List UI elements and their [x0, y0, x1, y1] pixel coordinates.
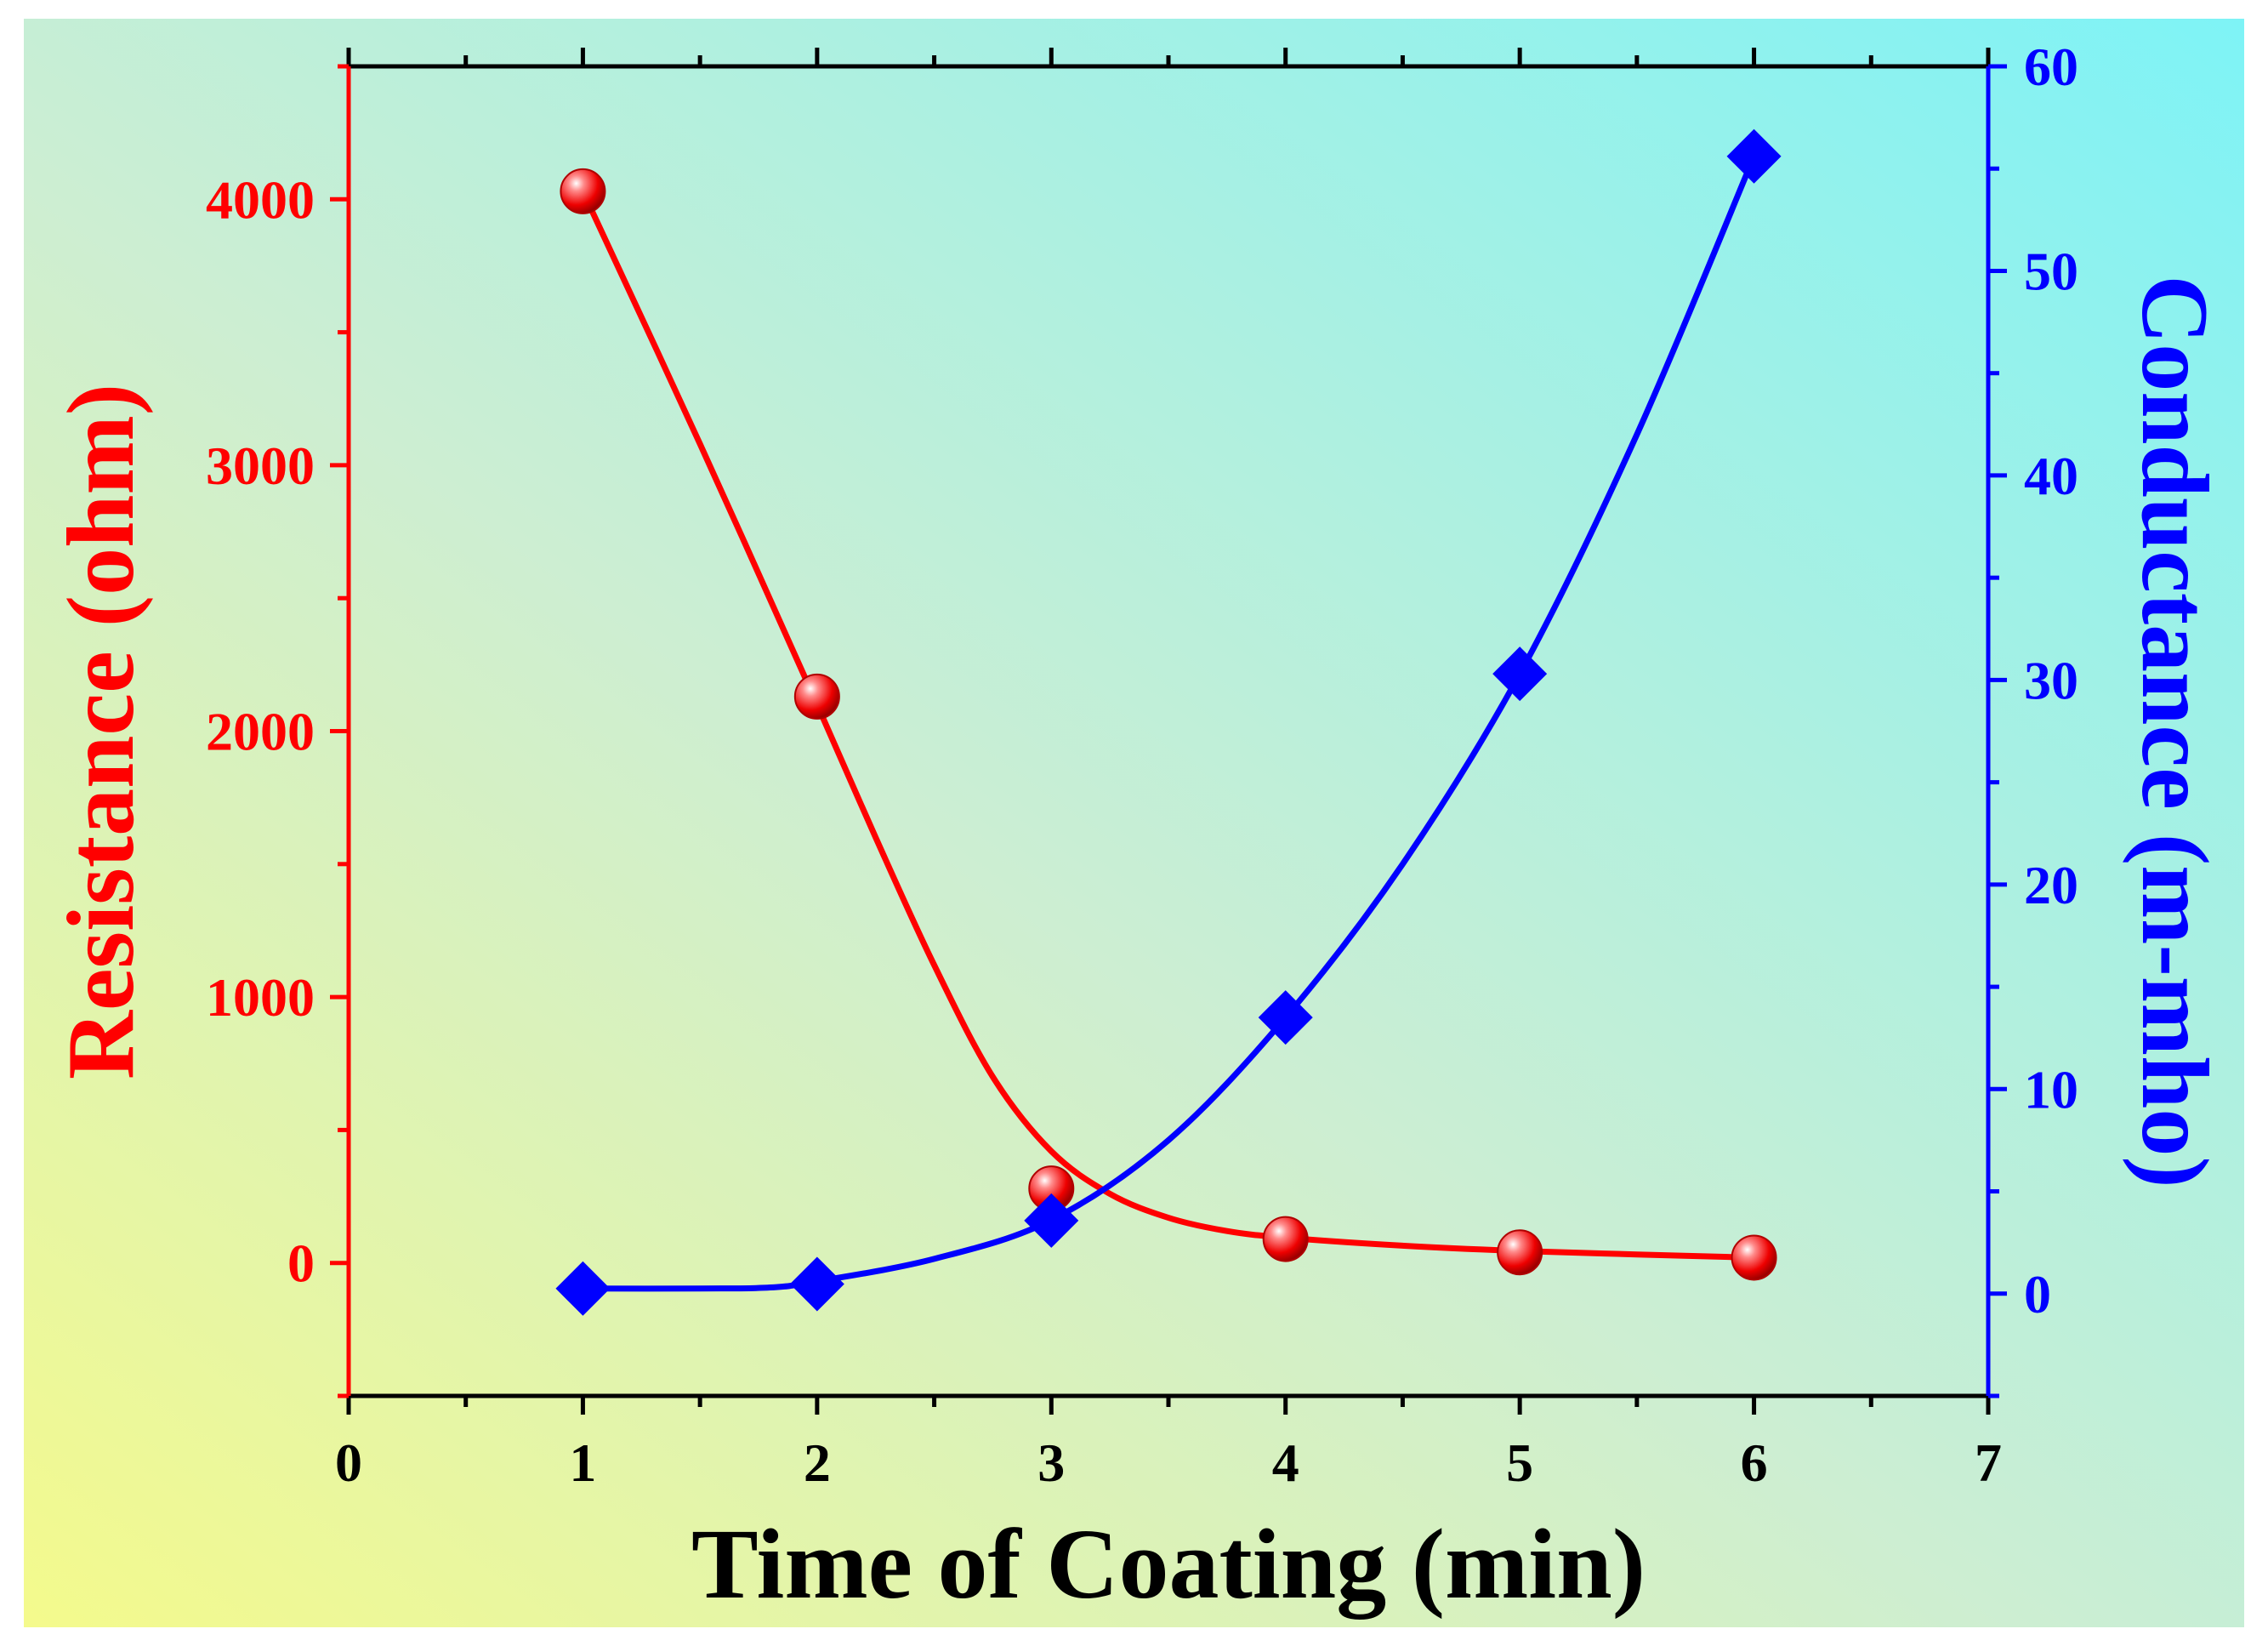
- x-tick-label: 7: [1975, 1432, 2002, 1493]
- resistance-point: [560, 168, 606, 214]
- resistance-point: [1262, 1216, 1309, 1262]
- right-y-tick-label: 40: [2024, 446, 2078, 506]
- left-y-tick-label: 3000: [206, 436, 315, 496]
- left-y-tick-label: 2000: [206, 702, 315, 762]
- right-y-tick-label: 10: [2024, 1059, 2078, 1119]
- right-y-axis-title: Conductance (m-mho): [2122, 275, 2227, 1188]
- right-y-tick-label: 50: [2024, 241, 2078, 301]
- x-tick-label: 4: [1272, 1432, 1299, 1493]
- x-tick-label: 2: [804, 1432, 831, 1493]
- conductance-point: [1024, 1193, 1079, 1248]
- conductance-point: [1258, 990, 1313, 1045]
- x-tick-label: 5: [1506, 1432, 1533, 1493]
- resistance-point: [1497, 1229, 1543, 1276]
- tick-labels: 0 1 2 3 4 5 6 7 0 1000 2000 3000 4000 0 10 20 30 40 50 60: [206, 37, 2078, 1493]
- chart-background: [24, 19, 2244, 1627]
- conductance-point: [1726, 128, 1782, 184]
- left-y-tick-label: 1000: [206, 967, 315, 1028]
- axis-ticks: [330, 48, 2007, 1415]
- right-y-tick-label: 20: [2024, 855, 2078, 915]
- conductance-point: [1492, 646, 1548, 702]
- right-y-tick-label: 60: [2024, 37, 2078, 97]
- x-tick-label: 6: [1741, 1432, 1768, 1493]
- conductance-fit-line: [583, 155, 1757, 1292]
- x-tick-label: 0: [335, 1432, 362, 1493]
- conductance-point: [555, 1261, 611, 1316]
- resistance-point: [1731, 1234, 1777, 1281]
- x-tick-label: 1: [569, 1432, 596, 1493]
- left-y-axis-title: Resistance (ohm): [48, 384, 154, 1079]
- conductance-point: [789, 1256, 844, 1312]
- left-y-tick-label: 0: [287, 1233, 315, 1294]
- x-tick-label: 3: [1037, 1432, 1065, 1493]
- x-axis-title: Time of Coating (min): [691, 1508, 1646, 1620]
- resistance-point: [793, 673, 840, 720]
- data-markers: [555, 128, 1782, 1316]
- right-y-tick-label: 0: [2024, 1264, 2051, 1324]
- right-y-tick-label: 30: [2024, 650, 2078, 710]
- resistance-fit-line: [580, 190, 1754, 1261]
- left-y-tick-label: 4000: [206, 169, 315, 230]
